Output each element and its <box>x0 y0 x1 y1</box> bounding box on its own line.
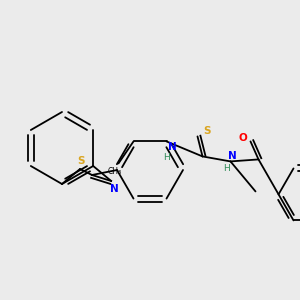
Text: O: O <box>238 134 247 143</box>
Text: H: H <box>163 153 170 162</box>
Text: S: S <box>204 126 211 136</box>
Text: N: N <box>228 152 237 161</box>
Text: N: N <box>168 142 177 152</box>
Text: S: S <box>77 156 85 166</box>
Text: N: N <box>110 184 118 194</box>
Text: H: H <box>223 164 230 173</box>
Text: CH₃: CH₃ <box>107 167 122 176</box>
